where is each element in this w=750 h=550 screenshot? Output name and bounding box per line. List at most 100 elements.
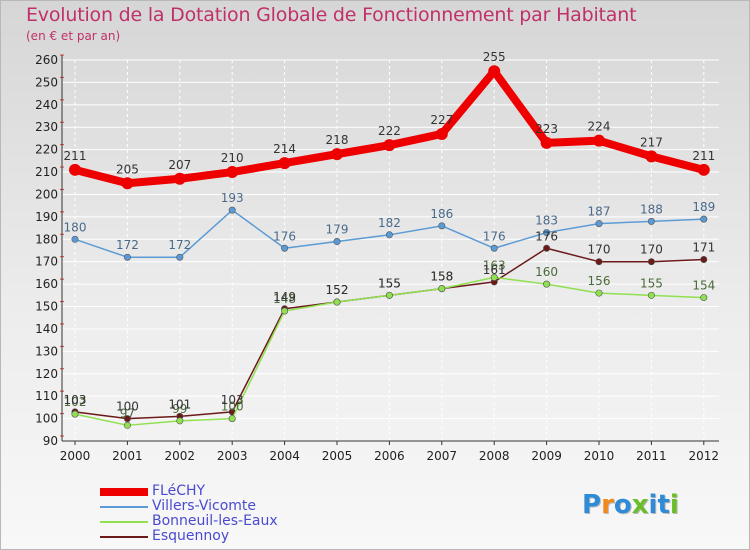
series-point-0 [226,166,239,179]
data-label: 222 [378,124,401,138]
series-point-2 [438,285,446,293]
data-label: 211 [64,149,87,163]
x-tick-label: 2008 [479,449,510,463]
data-label: 186 [430,207,453,221]
y-tick-label: 110 [35,389,58,403]
data-label: 99 [172,402,187,416]
data-label: 171 [692,240,715,254]
series-point-2 [647,291,655,299]
y-tick-label: 180 [35,232,58,246]
data-label: 161 [483,263,506,277]
x-tick-label: 2011 [636,449,667,463]
series-point-2 [490,273,498,281]
logo-letter: t [657,490,670,520]
data-label: 223 [535,122,558,136]
data-label: 172 [116,238,139,252]
data-label: 255 [483,50,506,64]
chart-title: Evolution de la Dotation Globale de Fonc… [26,4,637,26]
x-tick-label: 2012 [689,449,720,463]
series-point-1 [123,253,131,261]
data-label: 176 [273,229,296,243]
y-tick-label: 250 [35,75,58,89]
data-label: 170 [588,243,611,257]
x-tick-label: 2001 [112,449,143,463]
legend-label: Villers-Vicomte [152,498,256,514]
grid-layer [62,59,719,442]
series-point-0 [121,177,134,190]
series-point-2 [385,291,393,299]
series-point-2 [595,289,603,297]
data-label: 97 [120,406,135,420]
series-point-1 [281,244,289,252]
data-label-layer: 211 205 207 210 214 218 222 227 255 223 224 217 211 1… [64,50,716,420]
logo-letter: P [582,490,602,520]
legend-swatch [100,521,148,523]
data-label: 148 [273,292,296,306]
data-label: 155 [640,276,663,290]
legend-label: Bonneuil-les-Eaux [152,513,278,529]
y-tick-label: 170 [35,255,58,269]
series-point-1 [228,206,236,214]
series-point-0 [645,150,658,163]
y-tick-label: 130 [35,344,58,358]
y-tick-label: 240 [35,98,58,112]
data-label: 176 [535,229,558,243]
series-point-1 [71,235,79,243]
logo-letter: i [648,490,658,520]
series-point-2 [176,417,184,425]
data-label: 155 [378,276,401,290]
series-point-2 [543,280,551,288]
x-tick-label: 2007 [427,449,458,463]
data-label: 102 [64,395,87,409]
series-point-1 [700,215,708,223]
series-layer [69,65,710,429]
data-label: 183 [535,214,558,228]
y-tick-label: 160 [35,277,58,291]
data-label: 163 [483,258,506,272]
series-point-0 [488,65,501,78]
series-point-1 [647,217,655,225]
series-point-0 [697,163,710,176]
legend-swatch [100,506,148,508]
data-label: 158 [430,270,453,284]
y-tick-label: 220 [35,143,58,157]
series-point-0 [69,163,81,176]
y-tick-label: 200 [35,187,58,201]
logo-letter: r [601,490,614,520]
data-label: 182 [378,216,401,230]
legend-label: FLéCHY [152,483,206,499]
data-label: 193 [221,191,244,205]
series-point-0 [278,157,291,170]
legend-swatch [100,536,148,538]
series-point-1 [595,220,603,228]
data-label: 152 [326,283,349,297]
data-label: 224 [588,120,611,134]
data-label: 160 [535,265,558,279]
series-point-3 [647,258,655,266]
x-tick-label: 2002 [165,449,196,463]
data-label: 170 [640,243,663,257]
y-tick-label: 140 [35,322,58,336]
x-tick-label: 2006 [374,449,405,463]
data-label: 217 [640,135,663,149]
data-label: 218 [326,133,349,147]
x-tick-label: 2004 [269,449,300,463]
x-tick-label: 2010 [584,449,615,463]
series-point-3 [123,415,131,423]
data-label: 100 [221,400,244,414]
data-label: 158 [430,270,453,284]
series-point-0 [173,172,186,185]
data-label: 155 [378,276,401,290]
series-point-0 [435,127,448,140]
data-label: 154 [692,279,715,293]
series-point-2 [333,298,341,306]
logo-letter: o [613,490,632,520]
data-label: 103 [221,393,244,407]
data-label: 156 [588,274,611,288]
series-point-1 [543,229,551,237]
series-point-3 [700,255,708,263]
series-point-1 [385,231,393,239]
axis-layer: 9010011012013014015016017018019020021022… [35,53,719,463]
y-tick-label: 120 [35,367,58,381]
